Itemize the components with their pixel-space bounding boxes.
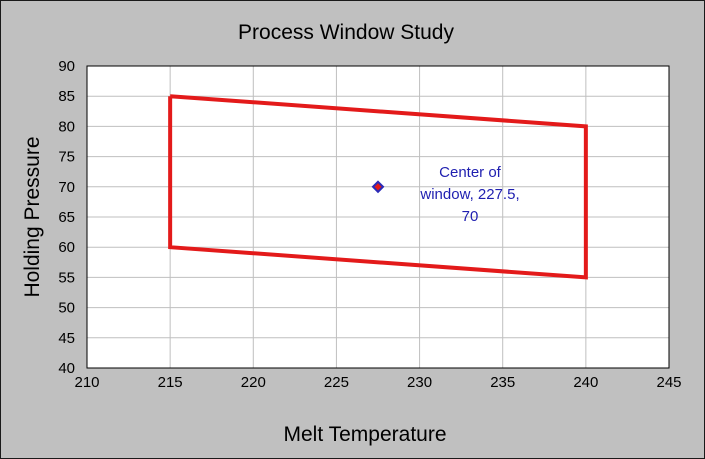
center-point-marker bbox=[371, 180, 385, 194]
x-tick-label: 210 bbox=[74, 374, 99, 391]
y-tick-label: 90 bbox=[58, 58, 75, 75]
y-tick-label: 80 bbox=[58, 118, 75, 135]
x-tick-label: 215 bbox=[158, 374, 183, 391]
x-tick-label: 225 bbox=[324, 374, 349, 391]
y-tick-label: 50 bbox=[58, 300, 75, 317]
x-tick-label: 245 bbox=[656, 374, 681, 391]
y-tick-label: 60 bbox=[58, 239, 75, 256]
y-tick-label: 85 bbox=[58, 88, 75, 105]
y-tick-label: 75 bbox=[58, 149, 75, 166]
y-tick-label: 65 bbox=[58, 209, 75, 226]
plot-border bbox=[86, 65, 670, 369]
annotation-line: 70 bbox=[462, 208, 479, 225]
x-tick-label: 240 bbox=[573, 374, 598, 391]
annotation-line: Center of bbox=[439, 164, 502, 181]
x-axis-title: Melt Temperature bbox=[283, 423, 446, 446]
x-tick-label: 220 bbox=[241, 374, 266, 391]
y-tick-label: 70 bbox=[58, 179, 75, 196]
annotation-line: window, 227.5, bbox=[419, 186, 519, 203]
x-tick-label: 230 bbox=[407, 374, 432, 391]
center-annotation: Center of window, 227.5, 70 bbox=[419, 164, 519, 225]
chart-title: Process Window Study bbox=[238, 21, 454, 44]
y-tick-label: 55 bbox=[58, 269, 75, 286]
y-tick-labels: 40 45 50 55 60 65 70 75 80 85 90 bbox=[58, 58, 75, 377]
series-layer bbox=[168, 94, 588, 280]
x-tick-labels: 210 215 220 225 230 235 240 245 bbox=[74, 374, 681, 391]
y-tick-label: 45 bbox=[58, 330, 75, 347]
x-tick-label: 235 bbox=[490, 374, 515, 391]
y-axis-title: Holding Pressure bbox=[21, 136, 44, 297]
y-tick-label: 40 bbox=[58, 360, 75, 377]
